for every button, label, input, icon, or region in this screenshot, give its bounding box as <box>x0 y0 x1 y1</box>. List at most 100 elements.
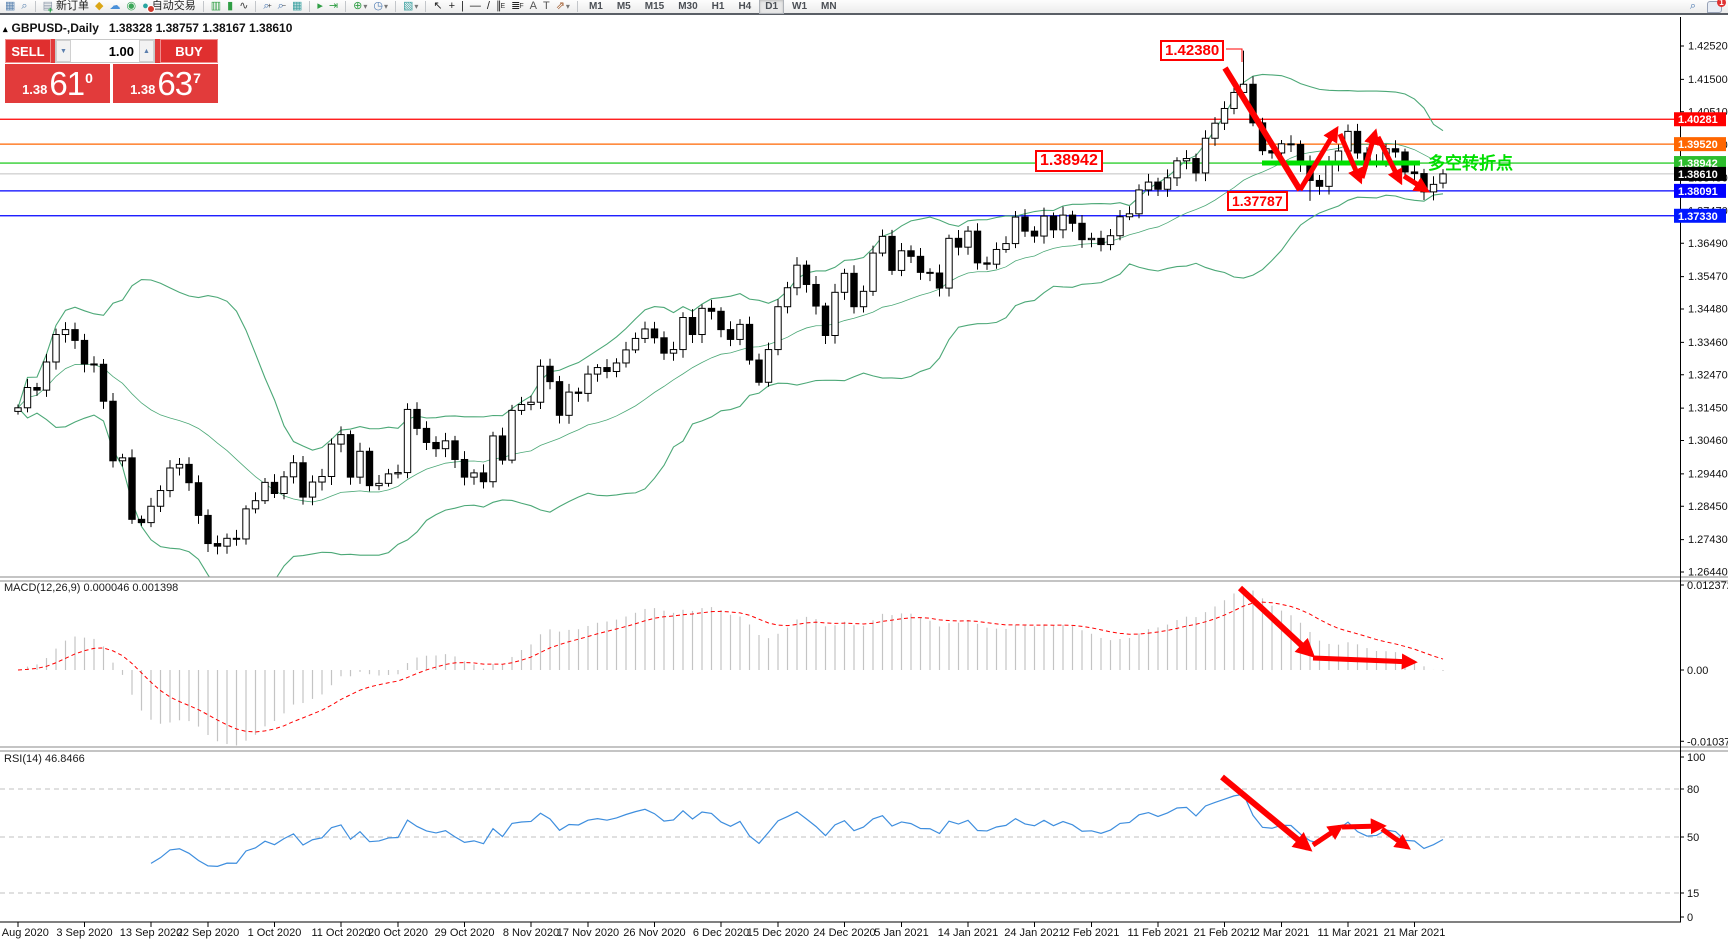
svg-text:1.29440: 1.29440 <box>1688 468 1728 480</box>
ohlc-values: 1.38328 1.38757 1.38167 1.38610 <box>108 21 293 35</box>
line-chart-icon[interactable]: ∿ <box>239 0 249 12</box>
vertical-line-icon[interactable]: | <box>461 0 464 12</box>
low-price-label[interactable]: 1.37787 <box>1227 191 1288 211</box>
community-icon[interactable]: ☁ <box>109 0 121 12</box>
sell-price-prefix: 1.38 <box>22 82 48 97</box>
sell-price-pip: 0 <box>85 70 93 86</box>
timeframe-button-mn[interactable]: MN <box>821 1 837 12</box>
rsi-trend-arrows[interactable] <box>1220 774 1411 852</box>
timeframe-button-d1[interactable]: D1 <box>759 0 785 14</box>
zoom-out-icon[interactable]: ⌕ − <box>277 0 286 12</box>
svg-text:20 Oct 2020: 20 Oct 2020 <box>368 927 428 939</box>
macd-signal-line <box>17 601 1444 733</box>
autotrading-icon[interactable]: ● 自动交易 <box>142 0 196 13</box>
text-icon[interactable]: A <box>529 0 537 12</box>
timeframe-button-w1[interactable]: W1 <box>792 1 808 12</box>
peak-price-label[interactable]: 1.42380 <box>1160 40 1225 61</box>
toolbar-separator <box>309 1 311 12</box>
buy-price-big: 63 <box>157 65 193 102</box>
chart-shift-icon[interactable]: ⇥ <box>328 0 339 12</box>
svg-text:15 Dec 2020: 15 Dec 2020 <box>747 927 809 939</box>
buy-price-display[interactable]: 1.38 63 7 <box>113 64 218 103</box>
timeframe-button-h4[interactable]: H4 <box>738 1 752 12</box>
buy-price-prefix: 1.38 <box>130 82 156 97</box>
toolbar-right: ⌕ 1 <box>1687 0 1728 13</box>
indicators-icon[interactable]: ⊕ ▾ <box>353 0 368 12</box>
collapse-icon[interactable]: ▴ <box>3 24 8 34</box>
svg-text:29 Oct 2020: 29 Oct 2020 <box>435 927 495 939</box>
new-order-icon[interactable]: ▤ + 新订单 <box>42 0 89 15</box>
periods-icon[interactable]: ◷ ▾ <box>373 0 388 12</box>
sell-button[interactable]: SELL <box>5 39 51 63</box>
fibonacci-icon[interactable]: ≣ F <box>511 0 524 12</box>
channel-icon[interactable]: ∥ E <box>495 0 506 12</box>
sell-price-big: 61 <box>49 65 85 102</box>
volume-input[interactable] <box>71 40 139 62</box>
toolbar-separator <box>345 1 347 12</box>
candlestick-icon[interactable]: ▮ <box>227 0 234 12</box>
svg-text:1.27430: 1.27430 <box>1688 534 1728 546</box>
timeframe-button-m30[interactable]: M30 <box>678 1 698 12</box>
bb-lower <box>17 193 1444 577</box>
svg-text:14 Jan 2021: 14 Jan 2021 <box>938 927 999 939</box>
chart-title: ▴ GBPUSD-,Daily 1.38328 1.38757 1.38167 1.… <box>3 21 292 35</box>
chart-window-icon[interactable]: ▦ <box>5 0 16 12</box>
svg-text:1.34480: 1.34480 <box>1688 304 1728 316</box>
crosshair-icon[interactable]: + <box>448 0 456 12</box>
volume-stepper: ▼ ▲ <box>55 39 155 63</box>
svg-text:24 Dec 2020: 24 Dec 2020 <box>813 927 875 939</box>
svg-text:3 Sep 2020: 3 Sep 2020 <box>56 927 112 939</box>
buy-button[interactable]: BUY <box>160 39 218 63</box>
rsi-tick-80: 80 <box>1687 784 1699 796</box>
volume-increase-button[interactable]: ▲ <box>139 40 154 62</box>
svg-text:24 Jan 2021: 24 Jan 2021 <box>1004 927 1065 939</box>
svg-text:1 Oct 2020: 1 Oct 2020 <box>248 927 302 939</box>
arrows-icon[interactable]: ⇗ ▾ <box>555 0 570 12</box>
svg-text:6 Dec 2020: 6 Dec 2020 <box>693 927 749 939</box>
symbol-period-label: GBPUSD-,Daily <box>11 21 99 35</box>
templates-icon[interactable]: ▧ ▾ <box>402 0 419 12</box>
search-icon[interactable]: ⌕ <box>1689 0 1696 12</box>
volume-decrease-button[interactable]: ▼ <box>56 40 71 62</box>
history-center-icon[interactable]: ◆ <box>94 0 104 12</box>
bar-chart-icon[interactable]: ▥ <box>210 0 222 12</box>
timeframe-button-m1[interactable]: M1 <box>588 1 603 12</box>
print-preview-icon[interactable]: ⌕ <box>21 0 28 12</box>
rsi-tick-0: 0 <box>1687 912 1693 924</box>
price-tags: 1.402811.395201.389421.386101.380911.373… <box>1674 112 1726 223</box>
macd-tick-0.012372: 0.012372 <box>1687 580 1728 592</box>
trendline-icon[interactable]: / <box>486 0 490 12</box>
toolbar-separator <box>34 1 36 12</box>
zoom-in-icon[interactable]: ⌕ + <box>263 0 272 12</box>
tile-windows-icon[interactable]: ▦ <box>291 0 303 12</box>
svg-text:1.31450: 1.31450 <box>1688 403 1728 415</box>
notifications-icon[interactable]: 1 <box>1707 0 1726 13</box>
timeframe-button-h1[interactable]: H1 <box>711 1 725 12</box>
notification-badge: 1 <box>1717 0 1726 7</box>
support-price-label[interactable]: 1.38942 <box>1035 150 1103 172</box>
svg-text:1.30460: 1.30460 <box>1688 435 1728 447</box>
svg-text:8 Nov 2020: 8 Nov 2020 <box>503 927 559 939</box>
svg-text:1.42520: 1.42520 <box>1688 41 1728 53</box>
svg-text:2 Mar 2021: 2 Mar 2021 <box>1254 927 1310 939</box>
svg-text:1.35470: 1.35470 <box>1688 271 1728 283</box>
svg-text:21 Feb 2021: 21 Feb 2021 <box>1194 927 1256 939</box>
timeframe-button-m15[interactable]: M15 <box>644 1 665 12</box>
signals-icon[interactable]: ◉ <box>126 0 137 12</box>
horizontal-line-icon[interactable]: — <box>469 0 481 12</box>
cursor-icon[interactable]: ↖ <box>433 0 443 12</box>
price-trend-arrows[interactable] <box>1222 66 1431 193</box>
macd-tick--0.010374: -0.010374 <box>1687 736 1728 748</box>
svg-text:1.36490: 1.36490 <box>1688 238 1728 250</box>
timeframe-button-m5[interactable]: M5 <box>616 1 631 12</box>
macd-trend-arrows[interactable] <box>1237 585 1418 670</box>
auto-scroll-icon[interactable]: ▸ <box>317 0 323 12</box>
price-tag-1.38091: 1.38091 <box>1678 186 1718 198</box>
toolbar-separator <box>255 1 257 12</box>
turning-point-note[interactable]: 多空转折点 <box>1428 154 1513 173</box>
sell-price-display[interactable]: 1.38 61 0 <box>5 64 110 103</box>
text-label-icon[interactable]: T <box>542 0 550 12</box>
